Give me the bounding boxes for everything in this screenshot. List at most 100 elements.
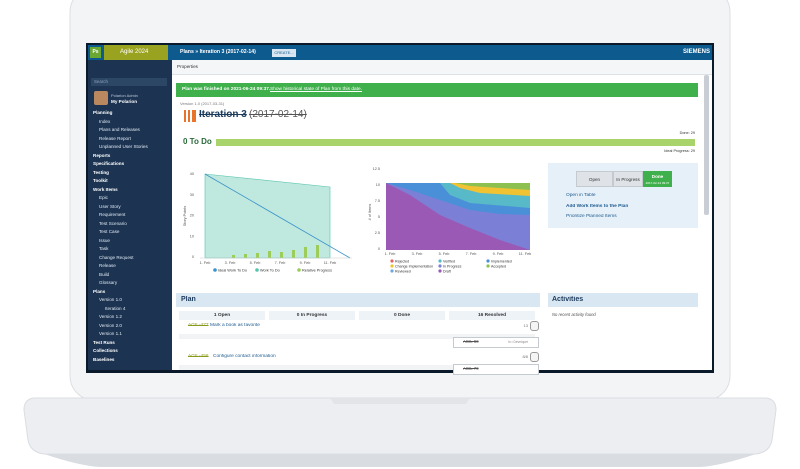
- nav-item[interactable]: Version 1.0: [99, 297, 122, 302]
- activities-empty: No recent activity found: [552, 312, 596, 317]
- legend-label: Ideal Work To Do: [218, 268, 247, 272]
- x-tick-label: 11. Feb: [519, 252, 532, 256]
- top-bar: [88, 45, 712, 60]
- nav-item[interactable]: Version 2.0: [99, 322, 122, 328]
- banner: Plan was finished on 2021-06-24 09:37. S…: [176, 83, 698, 97]
- x-tick-label: 7. Feb: [275, 261, 286, 265]
- nav-item[interactable]: Plans: [93, 288, 106, 294]
- nav-item[interactable]: Test Runs: [93, 339, 115, 345]
- nav-item[interactable]: Toolkit: [93, 178, 108, 183]
- x-tick-label: 9. Feb: [493, 252, 504, 256]
- legend-label: Accepted: [491, 264, 506, 268]
- resolved-state: In • Developer: [508, 339, 529, 344]
- board-column[interactable]: 0 In Progress: [269, 311, 355, 320]
- nav-item[interactable]: Baselines: [93, 356, 115, 362]
- nav-item[interactable]: Epic: [99, 195, 108, 200]
- banner-link[interactable]: Show historical state of Plan from this …: [270, 87, 362, 92]
- item-points: 13: [523, 323, 528, 328]
- plan-board-title: Plan: [181, 296, 196, 303]
- user-page[interactable]: My Polarion: [111, 99, 138, 104]
- item-title[interactable]: Configure contact information: [213, 354, 276, 359]
- workflow-button[interactable]: Done: [643, 171, 672, 187]
- legend-label: Verified: [443, 259, 455, 263]
- ideal-line: [204, 173, 351, 259]
- workflow-button[interactable]: Open: [576, 171, 613, 187]
- board-column[interactable]: 16 Resolved: [449, 311, 535, 320]
- nav-item[interactable]: Release Report: [99, 135, 131, 141]
- brand: SIEMENS: [682, 49, 710, 55]
- work-to-do-area: [204, 173, 331, 259]
- search-box[interactable]: Search: [91, 78, 167, 86]
- legend-label: Change Implementation: [395, 264, 433, 268]
- resolved-id[interactable]: AGIL-79: [463, 366, 479, 371]
- nav-item[interactable]: Iteration 4: [105, 305, 126, 311]
- legend-swatch: [297, 268, 301, 272]
- nav-item[interactable]: Reports: [93, 152, 111, 158]
- item-title[interactable]: Mark a book as favorite: [210, 323, 260, 328]
- create-button[interactable]: CREATE...: [272, 49, 296, 57]
- ideal-label: Ideal Progress: 29: [664, 149, 695, 153]
- legend-swatch: [255, 268, 259, 272]
- x-tick-label: 3. Feb: [412, 252, 423, 256]
- activities-title: Activities: [552, 296, 584, 303]
- nav-item[interactable]: Unplanned User Stories: [99, 144, 148, 149]
- nav-item[interactable]: Index: [99, 118, 111, 124]
- legend-swatch: [486, 264, 490, 268]
- nav-item[interactable]: Specifications: [93, 161, 125, 166]
- properties-tab[interactable]: Properties: [177, 64, 198, 69]
- item-id[interactable]: AGIL-456: [188, 354, 209, 359]
- resolved-id[interactable]: AGIL-80: [463, 339, 479, 344]
- y-tick-label: 2.5: [375, 231, 380, 235]
- workflow-action[interactable]: Add Work Items to the Plan: [566, 203, 629, 209]
- row-line: [179, 365, 535, 370]
- y-tick-label: 12.5: [373, 167, 380, 171]
- done-label: Done: 29: [679, 131, 695, 135]
- legend-swatch: [438, 264, 442, 268]
- legend-label: Implemented: [491, 259, 512, 263]
- nav-item[interactable]: Plans and Releases: [99, 127, 140, 132]
- board-column[interactable]: 0 Done: [359, 311, 445, 320]
- legend-label: In Progress: [443, 264, 462, 268]
- nav-item[interactable]: Requirement: [99, 212, 126, 217]
- nav-item[interactable]: Change Request: [99, 254, 134, 260]
- parent-plan[interactable]: Version 1.0 (2017-03-31): [180, 101, 225, 106]
- banner-text: Plan was finished on 2021-06-24 09:37.: [182, 87, 271, 92]
- nav-item[interactable]: Planning: [93, 110, 113, 115]
- scrollbar[interactable]: [704, 75, 709, 215]
- y-tick-label: 0: [192, 255, 194, 259]
- y-tick-label: 10: [190, 234, 194, 238]
- project-selector[interactable]: Agile 2024: [104, 45, 168, 60]
- nav-item[interactable]: Test Case: [99, 229, 120, 234]
- nav-item[interactable]: Task: [99, 246, 109, 251]
- y-tick-label: 40: [190, 172, 194, 176]
- nav-item[interactable]: Issue: [99, 237, 110, 243]
- nav-item[interactable]: Testing: [93, 169, 109, 175]
- legend-label: Draft: [443, 269, 451, 273]
- nav-item[interactable]: Version 1.1: [99, 331, 122, 336]
- shape: [316, 245, 319, 258]
- workflow-action[interactable]: Open in Table: [566, 193, 596, 198]
- assignee-icon: [530, 321, 539, 331]
- row-line: [179, 334, 535, 339]
- y-tick-label: 30: [190, 193, 194, 197]
- nav-item[interactable]: Build: [99, 271, 110, 277]
- board-column[interactable]: 1 Open: [179, 311, 265, 320]
- nav-item[interactable]: Collections: [93, 348, 118, 353]
- base-edge: [44, 454, 756, 467]
- nav-item[interactable]: Version 1.2: [99, 314, 122, 319]
- toolbar: [172, 60, 712, 75]
- item-points: 8/8: [522, 354, 528, 359]
- user-name: Polarion Admin: [111, 93, 138, 98]
- x-tick-label: 3. Feb: [225, 261, 236, 265]
- nav-item[interactable]: Test Scenario: [99, 220, 127, 226]
- nav-item[interactable]: Release: [99, 263, 116, 268]
- workflow-action[interactable]: Prioritize Planned Items: [566, 214, 617, 219]
- legend-label: Rejected: [395, 259, 409, 263]
- workflow-button[interactable]: In Progress: [613, 171, 643, 187]
- nav-item[interactable]: Glossary: [99, 280, 118, 285]
- nav-item[interactable]: Work Items: [93, 186, 118, 192]
- item-id[interactable]: AGIL-477: [188, 323, 209, 328]
- nav-item[interactable]: User Story: [99, 203, 121, 209]
- plan-header: [176, 293, 540, 307]
